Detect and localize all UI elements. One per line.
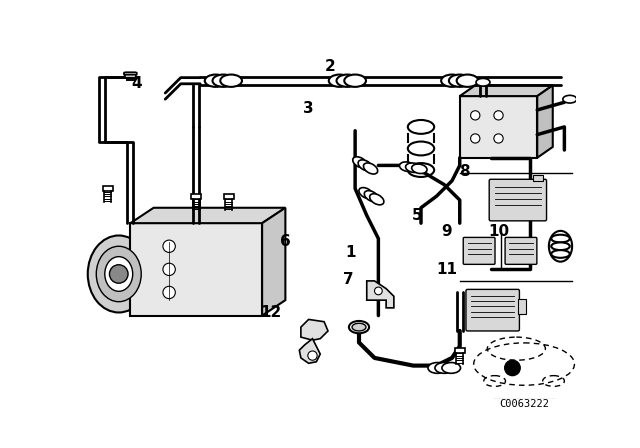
- Bar: [103, 186, 113, 191]
- Ellipse shape: [476, 78, 490, 86]
- Ellipse shape: [220, 74, 242, 87]
- Ellipse shape: [349, 321, 369, 333]
- Text: 11: 11: [436, 262, 458, 277]
- Ellipse shape: [551, 250, 570, 258]
- Text: 1: 1: [345, 245, 356, 259]
- Ellipse shape: [406, 163, 421, 172]
- Polygon shape: [262, 208, 285, 315]
- Ellipse shape: [563, 95, 577, 103]
- Circle shape: [163, 263, 175, 276]
- Ellipse shape: [442, 362, 461, 373]
- Ellipse shape: [337, 74, 358, 87]
- Circle shape: [163, 286, 175, 299]
- Bar: [191, 194, 201, 198]
- Ellipse shape: [449, 74, 470, 87]
- Ellipse shape: [88, 236, 150, 313]
- Bar: [533, 175, 543, 181]
- Text: 8: 8: [459, 164, 470, 179]
- Polygon shape: [460, 85, 553, 96]
- Circle shape: [494, 134, 503, 143]
- Text: 12: 12: [260, 305, 282, 320]
- Bar: [460, 96, 537, 158]
- FancyBboxPatch shape: [466, 289, 520, 331]
- Bar: [224, 194, 234, 198]
- FancyBboxPatch shape: [463, 237, 495, 264]
- Ellipse shape: [352, 323, 366, 331]
- Ellipse shape: [408, 163, 434, 177]
- Text: 9: 9: [442, 224, 452, 239]
- Ellipse shape: [457, 74, 478, 87]
- Ellipse shape: [212, 74, 234, 87]
- Ellipse shape: [105, 257, 132, 291]
- Ellipse shape: [428, 362, 447, 373]
- Polygon shape: [301, 319, 328, 340]
- Ellipse shape: [364, 163, 378, 174]
- Ellipse shape: [370, 194, 384, 205]
- Polygon shape: [300, 339, 320, 363]
- Bar: [518, 299, 525, 314]
- Text: 10: 10: [488, 224, 509, 239]
- Ellipse shape: [353, 157, 367, 168]
- Text: 4: 4: [132, 76, 142, 90]
- Circle shape: [374, 287, 382, 295]
- FancyBboxPatch shape: [124, 73, 137, 75]
- Text: 7: 7: [342, 272, 353, 287]
- FancyBboxPatch shape: [489, 179, 547, 221]
- Ellipse shape: [359, 188, 373, 198]
- Polygon shape: [537, 85, 553, 158]
- Ellipse shape: [435, 362, 454, 373]
- FancyBboxPatch shape: [505, 237, 537, 264]
- Bar: [131, 223, 262, 315]
- Text: 6: 6: [280, 234, 291, 249]
- Polygon shape: [131, 208, 285, 223]
- Ellipse shape: [96, 246, 141, 302]
- Circle shape: [308, 351, 317, 360]
- Circle shape: [163, 240, 175, 252]
- Ellipse shape: [344, 74, 366, 87]
- Ellipse shape: [205, 74, 227, 87]
- Text: 5: 5: [412, 208, 422, 224]
- Ellipse shape: [364, 191, 378, 202]
- Bar: [455, 348, 465, 353]
- Ellipse shape: [408, 120, 434, 134]
- Circle shape: [494, 111, 503, 120]
- Ellipse shape: [441, 74, 463, 87]
- Circle shape: [470, 134, 480, 143]
- Circle shape: [505, 360, 520, 375]
- FancyBboxPatch shape: [125, 73, 136, 78]
- Polygon shape: [367, 281, 394, 308]
- Text: 3: 3: [303, 101, 314, 116]
- Ellipse shape: [329, 74, 351, 87]
- Ellipse shape: [551, 242, 570, 250]
- Ellipse shape: [551, 235, 570, 242]
- Ellipse shape: [399, 162, 415, 172]
- Ellipse shape: [408, 142, 434, 155]
- Circle shape: [109, 265, 128, 283]
- Ellipse shape: [412, 164, 427, 173]
- Text: C0063222: C0063222: [499, 399, 549, 409]
- Text: 2: 2: [325, 60, 336, 74]
- Circle shape: [470, 111, 480, 120]
- Ellipse shape: [358, 160, 372, 171]
